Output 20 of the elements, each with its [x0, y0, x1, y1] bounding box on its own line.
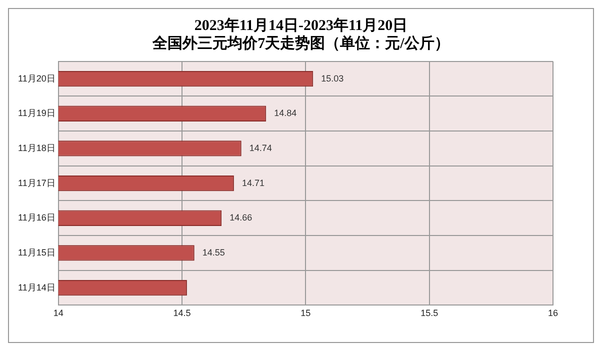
data-label: 14.84	[274, 108, 297, 118]
y-tick-label: 11月16日	[18, 212, 56, 223]
data-label: 14.74	[249, 142, 272, 153]
y-tick-label: 11月15日	[18, 247, 56, 258]
chart-subtitle: 全国外三元均价7天走势图（单位：元/公斤）	[151, 35, 450, 53]
y-tick-label: 11月14日	[18, 282, 56, 292]
x-tick-label: 15.5	[420, 308, 438, 318]
x-tick-label: 16	[548, 308, 558, 318]
data-label: 14.55	[202, 247, 225, 258]
y-tick-label: 11月20日	[18, 73, 56, 84]
data-label: 15.03	[321, 73, 344, 84]
x-tick-label: 14	[53, 308, 64, 318]
y-tick-label: 11月19日	[18, 108, 56, 118]
y-tick-label: 11月18日	[18, 142, 56, 153]
y-tick-label: 11月17日	[18, 178, 56, 188]
x-tick-label: 14.5	[173, 308, 191, 318]
data-label: 14.66	[230, 212, 252, 223]
data-label: 14.71	[242, 178, 264, 188]
chart-title: 2023年11月14日-2023年11月20日	[193, 17, 409, 35]
x-tick-label: 15	[300, 308, 311, 318]
